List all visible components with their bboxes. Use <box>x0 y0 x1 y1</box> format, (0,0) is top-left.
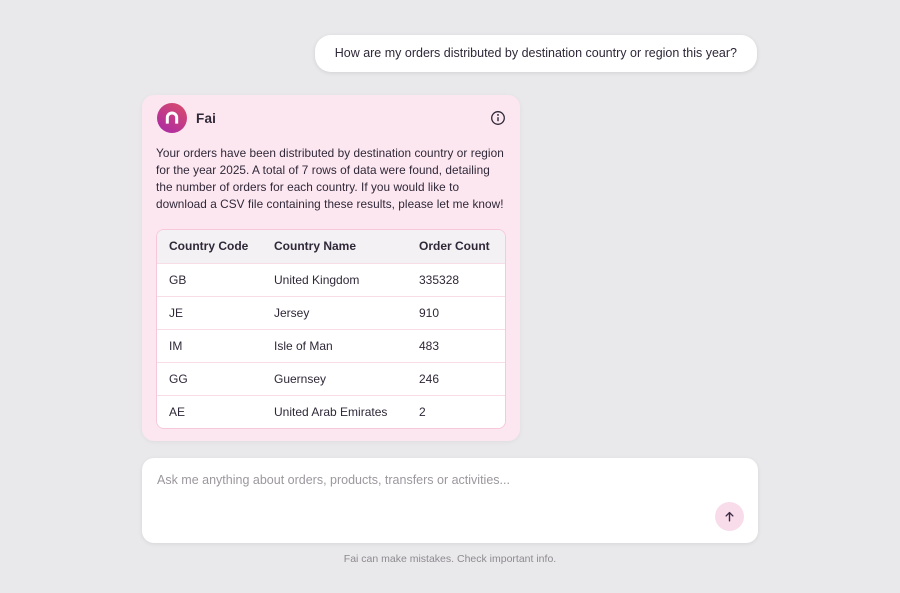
table-cell: Isle of Man <box>262 328 407 362</box>
table-cell: JE <box>157 295 262 329</box>
table-header-row: Country Code Country Name Order Count <box>157 230 505 263</box>
table-header-cell: Country Code <box>157 230 262 263</box>
table-cell: AE <box>157 394 262 428</box>
table-cell: United Arab Emirates <box>262 394 407 428</box>
table-row: GG Guernsey 246 <box>157 361 505 395</box>
table-cell: 483 <box>407 328 505 362</box>
assistant-message-card: Fai Your orders have been distributed by… <box>142 95 520 441</box>
user-message-text: How are my orders distributed by destina… <box>334 46 737 60</box>
table-cell: GB <box>157 262 262 296</box>
table-cell: 910 <box>407 295 505 329</box>
table-cell: Jersey <box>262 295 407 329</box>
table-body: GB United Kingdom 335328 JE Jersey 910 IM Isle … <box>157 262 505 428</box>
table-row: AE United Arab Emirates 2 <box>157 394 505 428</box>
assistant-message-text: Your orders have been distributed by des… <box>156 146 504 211</box>
table-cell: 2 <box>407 394 505 428</box>
chat-input[interactable] <box>142 458 758 543</box>
table-row: JE Jersey 910 <box>157 295 505 329</box>
assistant-header: Fai <box>156 103 506 133</box>
fai-logo-arch-icon <box>157 103 187 133</box>
table-row: GB United Kingdom 335328 <box>157 262 505 296</box>
table-header-cell: Country Name <box>262 230 407 263</box>
disclaimer-text: Fai can make mistakes. Check important i… <box>343 553 557 565</box>
table-cell: United Kingdom <box>262 262 407 296</box>
user-message-bubble: How are my orders distributed by destina… <box>314 35 757 72</box>
table-header-cell: Order Count <box>407 230 505 263</box>
assistant-name: Fai <box>196 110 217 126</box>
info-icon[interactable] <box>490 110 506 126</box>
arrow-up-icon <box>725 511 734 522</box>
data-table: Country Code Country Name Order Count GB Un… <box>157 230 505 428</box>
table-row: IM Isle of Man 483 <box>157 328 505 362</box>
table-cell: GG <box>157 361 262 395</box>
table-cell: 246 <box>407 361 505 395</box>
send-button[interactable] <box>715 502 744 531</box>
table-cell: IM <box>157 328 262 362</box>
composer <box>142 458 758 543</box>
orders-by-country-table: Country Code Country Name Order Count GB Un… <box>156 229 506 429</box>
table-cell: Guernsey <box>262 361 407 395</box>
table-cell: 335328 <box>407 262 505 296</box>
